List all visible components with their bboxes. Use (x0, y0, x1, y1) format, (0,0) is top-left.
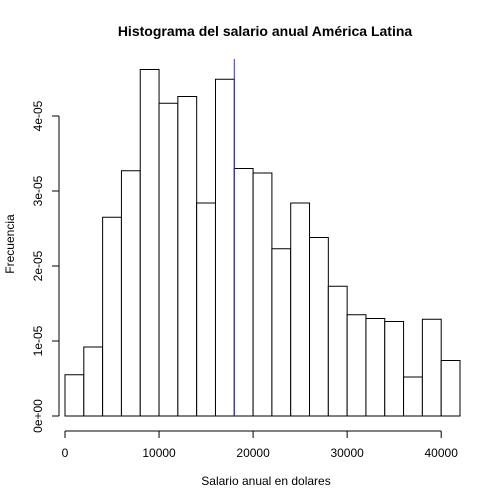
histogram-bar (158, 102, 179, 417)
x-axis-tick-label: 10000 (142, 446, 176, 460)
histogram-bar (440, 360, 461, 417)
y-axis-tick-label: 3e-05 (31, 175, 45, 206)
histogram-bar (214, 78, 235, 417)
chart-title: Histograma del salario anual América Lat… (118, 23, 413, 39)
x-axis-label: Salario anual en dolares (201, 474, 330, 488)
x-axis-tick-label: 0 (62, 446, 69, 460)
x-axis-tick-label: 20000 (236, 446, 270, 460)
y-axis-tick-label: 4e-05 (31, 100, 45, 131)
histogram-bar (421, 318, 442, 417)
histogram-bar (327, 285, 348, 417)
histogram-bar (64, 374, 85, 417)
histogram-bar (83, 346, 104, 417)
y-axis: 0e+00 1e-05 2e-05 3e-05 4e-05 (31, 100, 60, 433)
histogram-bar (346, 314, 367, 417)
y-axis-label: Frecuencia (3, 214, 17, 274)
histogram-bar (252, 172, 273, 417)
histogram-bar (233, 168, 254, 417)
histogram-bar (120, 170, 141, 417)
x-axis: 0 10000 20000 30000 40000 (62, 430, 459, 460)
histogram-bar (365, 318, 386, 417)
histogram-bar (102, 216, 122, 417)
y-axis-tick-label: 1e-05 (31, 325, 45, 356)
y-axis-tick-label: 0e+00 (31, 399, 45, 433)
x-axis-tick-label: 30000 (330, 446, 364, 460)
histogram-bars (64, 69, 461, 417)
histogram-bar (271, 248, 292, 417)
histogram-bar (290, 202, 311, 417)
histogram-bar (309, 237, 329, 417)
histogram-bar (139, 69, 160, 417)
histogram-bar (196, 202, 216, 417)
histogram-bar (403, 376, 423, 417)
y-axis-tick-label: 2e-05 (31, 250, 45, 281)
histogram-bar (384, 321, 405, 417)
x-axis-tick-label: 40000 (425, 446, 459, 460)
histogram-bar (177, 96, 198, 417)
